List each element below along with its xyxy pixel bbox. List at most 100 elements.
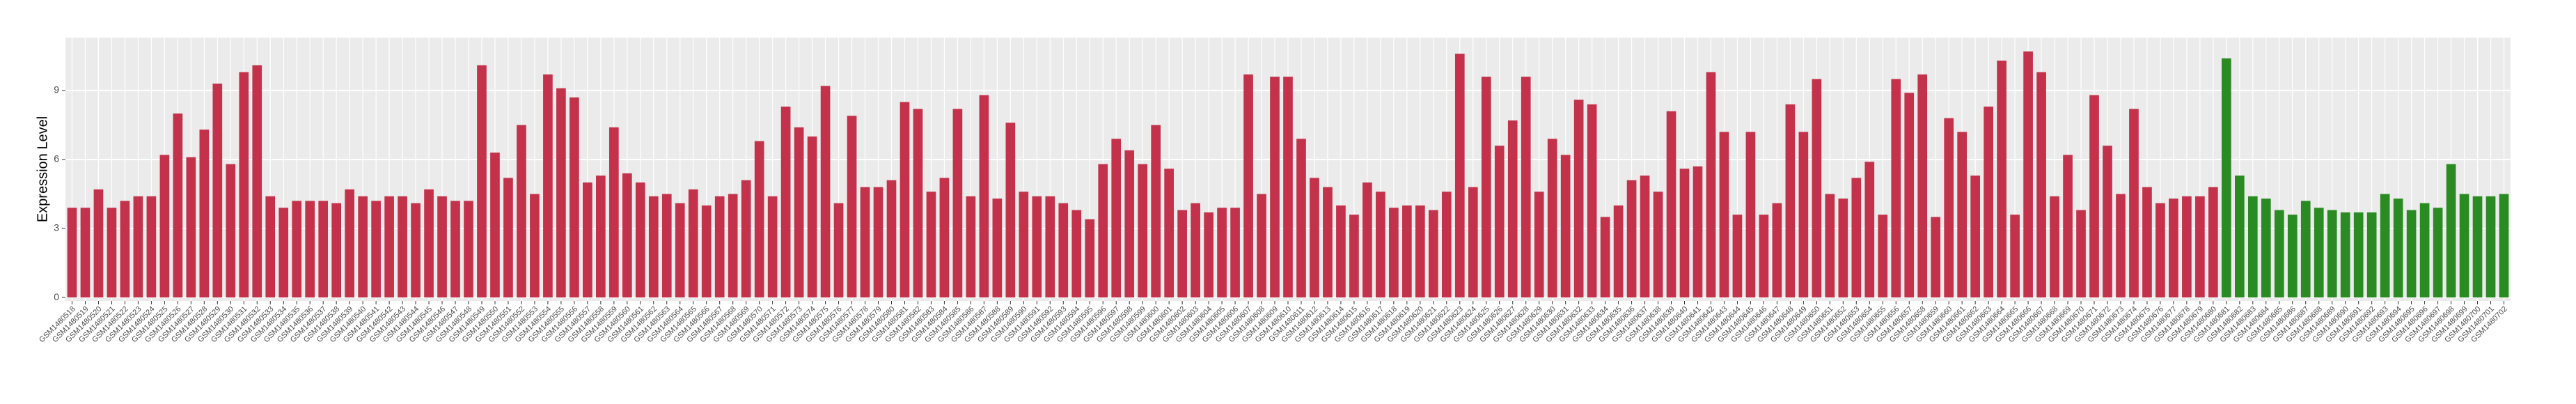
bar xyxy=(926,192,936,298)
bar xyxy=(1798,132,1809,298)
bar xyxy=(1666,111,1676,298)
bar xyxy=(2380,194,2390,298)
bar xyxy=(2300,201,2311,298)
bar xyxy=(1349,215,1359,298)
bar xyxy=(1679,169,1690,298)
bar xyxy=(2446,164,2456,298)
bar xyxy=(675,203,685,298)
bar xyxy=(424,189,434,298)
bar xyxy=(239,72,249,298)
bar xyxy=(1653,192,1663,298)
bar xyxy=(1693,166,1703,298)
bar xyxy=(490,153,500,298)
bar xyxy=(1547,139,1557,298)
bar xyxy=(1560,155,1571,298)
bar xyxy=(1005,123,1016,298)
y-tick-label: 3 xyxy=(54,222,59,233)
bar xyxy=(2222,58,2231,298)
bar xyxy=(2261,199,2271,298)
bar xyxy=(133,196,143,298)
bar xyxy=(1071,210,1082,298)
bar xyxy=(2063,155,2073,298)
bar xyxy=(67,208,77,298)
bar xyxy=(966,196,976,298)
bar xyxy=(107,208,117,298)
y-axis-title: Expression Level xyxy=(35,116,50,222)
bar xyxy=(1970,176,1980,298)
bar xyxy=(1336,205,1346,298)
bar xyxy=(1891,79,1901,298)
bar xyxy=(1376,192,1385,298)
bar xyxy=(2010,215,2020,298)
bar xyxy=(1838,199,1848,298)
bar xyxy=(1270,77,1280,298)
bar xyxy=(780,107,791,298)
bar xyxy=(2234,176,2245,298)
bar xyxy=(1323,187,1333,298)
bar xyxy=(1019,192,1029,298)
bar xyxy=(1785,104,1796,298)
bar xyxy=(820,86,831,298)
bar xyxy=(952,109,963,298)
bar xyxy=(583,182,592,298)
bar xyxy=(1944,118,1954,298)
bar xyxy=(305,201,315,298)
bar xyxy=(398,196,407,298)
bar xyxy=(1931,217,1941,298)
bar xyxy=(2023,51,2033,298)
bar xyxy=(1230,208,1240,298)
bar xyxy=(212,84,223,298)
bar xyxy=(2274,210,2284,298)
bar xyxy=(900,102,910,298)
bar xyxy=(648,196,659,298)
bar xyxy=(873,187,883,298)
bar xyxy=(754,141,764,298)
bar xyxy=(2169,199,2178,298)
bar xyxy=(2393,199,2403,298)
bar xyxy=(886,180,897,298)
bar xyxy=(1032,196,1042,298)
bar xyxy=(2036,72,2046,298)
bar xyxy=(2208,187,2218,298)
bar xyxy=(1507,120,1518,298)
bar xyxy=(1217,208,1227,298)
bar xyxy=(173,113,183,298)
bar xyxy=(1428,210,1438,298)
bar xyxy=(437,196,447,298)
bar xyxy=(2366,212,2377,298)
bar xyxy=(860,187,870,298)
bar xyxy=(464,201,473,298)
bar xyxy=(1481,77,1491,298)
y-tick-label: 6 xyxy=(54,153,59,164)
bar xyxy=(1454,54,1465,298)
bar xyxy=(2155,203,2165,298)
bar xyxy=(2340,212,2350,298)
bar xyxy=(2195,196,2205,298)
bar xyxy=(2103,146,2112,298)
bar xyxy=(1759,215,1769,298)
bar xyxy=(2433,208,2443,298)
bar xyxy=(2485,196,2496,298)
bar xyxy=(1402,205,1412,298)
bar xyxy=(1045,196,1055,298)
bar xyxy=(939,178,950,298)
bar xyxy=(2314,208,2324,298)
bar xyxy=(2116,194,2126,298)
bar xyxy=(1283,77,1293,298)
bar xyxy=(2129,109,2139,298)
bar xyxy=(2327,210,2337,298)
bar xyxy=(1917,74,1928,298)
bar xyxy=(767,196,778,298)
bar xyxy=(93,189,104,298)
bar xyxy=(252,65,262,298)
bar xyxy=(741,180,751,298)
bar xyxy=(2247,196,2258,298)
bar xyxy=(80,208,91,298)
bar xyxy=(1534,192,1544,298)
bar xyxy=(1310,178,1319,298)
bar xyxy=(292,201,302,298)
bar xyxy=(1177,210,1187,298)
bar xyxy=(1296,139,1306,298)
bar xyxy=(411,203,421,298)
